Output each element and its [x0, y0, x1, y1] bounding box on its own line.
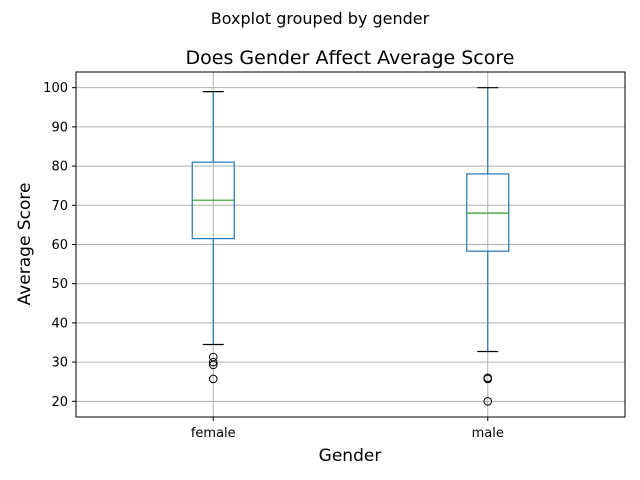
axis-ticks: 20 30 40 50 60 70 80 90 100 female male [43, 81, 504, 441]
outlier-point [208, 374, 218, 384]
outlier-point [483, 374, 493, 384]
chart-suptitle: Boxplot grouped by gender [211, 9, 430, 28]
y-axis-label: Average Score [15, 183, 35, 306]
plot-area-frame [75, 71, 626, 418]
y-tick-label: 50 [51, 277, 68, 292]
y-tick-label: 100 [43, 81, 68, 96]
x-axis-label: Gender [319, 446, 382, 466]
boxes [191, 87, 510, 406]
chart-title: Does Gender Affect Average Score [186, 47, 515, 69]
box-male [466, 87, 510, 406]
y-tick-label: 40 [51, 316, 68, 331]
y-tick-label: 30 [51, 356, 68, 371]
y-tick-label: 90 [51, 120, 68, 135]
box-female [191, 91, 235, 384]
outlier-point [483, 397, 493, 406]
grid-lines [76, 72, 625, 417]
y-tick-label: 60 [51, 238, 68, 253]
y-tick-label: 20 [51, 395, 68, 410]
y-tick-label: 70 [51, 199, 68, 214]
outlier-point [208, 360, 218, 370]
y-tick-label: 80 [51, 160, 68, 175]
x-tick-label-female: female [191, 426, 236, 441]
x-tick-label-male: male [472, 426, 504, 441]
outlier-point [208, 357, 218, 367]
